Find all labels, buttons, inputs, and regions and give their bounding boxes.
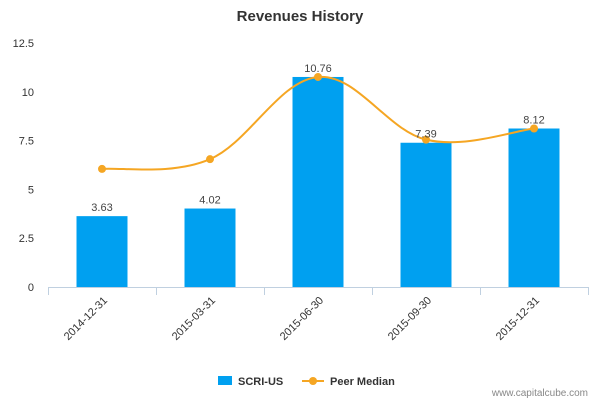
bar-value-label: 7.39 — [415, 129, 436, 141]
x-tick-label: 2014-12-31 — [62, 295, 110, 343]
bar-value-label: 8.12 — [523, 114, 544, 126]
y-tick-label: 12.5 — [13, 38, 34, 50]
x-tick-label: 2015-09-30 — [386, 295, 434, 343]
peer-median-point-2015-09-30 — [422, 135, 430, 144]
y-tick-label: 0 — [28, 282, 34, 294]
y-tick-label: 10 — [22, 87, 34, 99]
data-labels: 3.63 4.02 10.76 7.39 8.12 — [91, 63, 544, 214]
legend-swatch-bar — [218, 376, 232, 385]
peer-median-point-2015-12-31 — [530, 124, 538, 133]
legend-label-line: Peer Median — [330, 376, 395, 388]
chart-title: Revenues History — [237, 8, 364, 25]
x-tick-label: 2015-12-31 — [494, 295, 542, 343]
y-tick-label: 7.5 — [19, 136, 34, 148]
peer-median-point-2015-06-30 — [314, 72, 322, 81]
x-axis: 2014-12-31 2015-03-31 2015-06-30 2015-09-30… — [48, 287, 589, 343]
legend-label-bar: SCRI-US — [238, 376, 283, 388]
line-series — [98, 72, 538, 173]
y-tick-label: 5 — [28, 184, 34, 196]
bar-2015-03-31 — [184, 208, 236, 287]
bar-2015-09-30 — [400, 142, 452, 287]
bar-2015-06-30 — [292, 76, 344, 287]
y-tick-label: 2.5 — [19, 233, 34, 245]
legend-marker-line — [309, 377, 317, 385]
bar-2014-12-31 — [76, 216, 128, 287]
peer-median-point-2014-12-31 — [98, 164, 106, 173]
y-axis: 0 2.5 5 7.5 10 12.5 — [13, 38, 34, 294]
bar-value-label: 10.76 — [304, 63, 332, 75]
bar-value-label: 4.02 — [199, 195, 220, 207]
x-tick-label: 2015-06-30 — [278, 295, 326, 343]
x-tick-label: 2015-03-31 — [170, 295, 218, 343]
bar-value-label: 3.63 — [91, 202, 112, 214]
source-credit: www.capitalcube.com — [491, 388, 588, 399]
legend: SCRI-US Peer Median — [218, 376, 395, 388]
bar-series — [76, 76, 560, 287]
peer-median-point-2015-03-31 — [206, 155, 214, 164]
bar-2015-12-31 — [508, 128, 560, 287]
